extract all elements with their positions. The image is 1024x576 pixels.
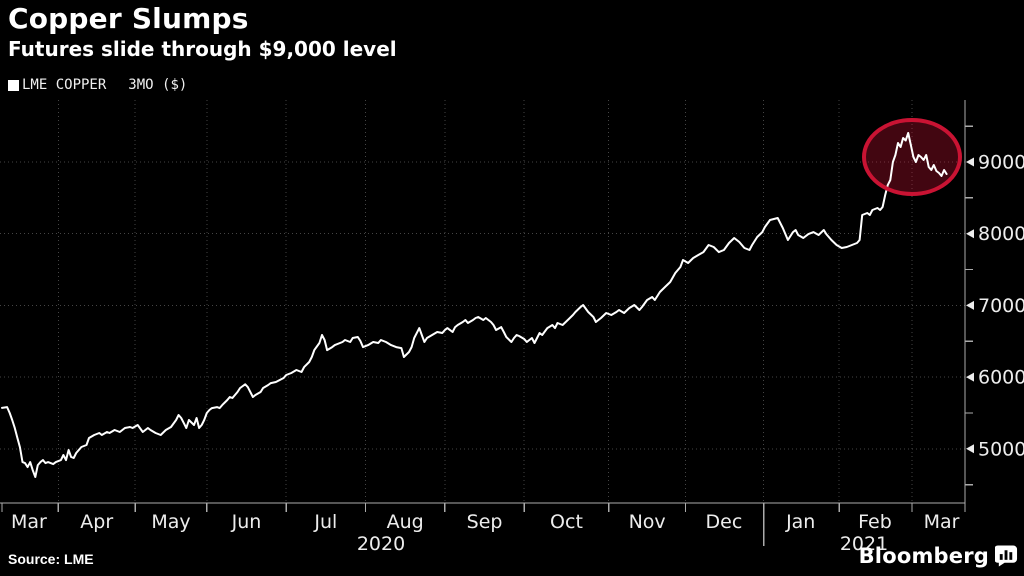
y-axis-tick-arrow (966, 300, 974, 310)
x-axis-year-label: 2021 (840, 533, 888, 555)
y-axis-tick-arrow (966, 229, 974, 239)
price-line (1, 132, 948, 478)
y-axis-tick-arrow (966, 372, 974, 382)
gridlines (0, 100, 965, 503)
y-axis-label: 5000 (978, 438, 1024, 460)
legend-swatch-icon (8, 79, 19, 91)
axis-labels: 9000 8000 7000 6000 5000 Mar Apr May Jun Jul Aug Se… (11, 152, 1024, 556)
x-axis-month-label: Aug (387, 511, 424, 533)
highlight-ellipse-fill (864, 120, 960, 194)
x-axis-year-label: 2020 (357, 533, 405, 555)
x-axis-month-label: Feb (858, 511, 892, 533)
page-subtitle: Futures slide through $9,000 level (8, 37, 397, 61)
legend-series-label: LME COPPER (22, 77, 107, 93)
bloomberg-terminal-icon (995, 545, 1018, 567)
x-axis-month-label: Mar (11, 511, 47, 533)
x-axis-month-label: Jul (313, 511, 337, 533)
bloomberg-wordmark: Bloomberg (858, 544, 989, 568)
axes (0, 100, 974, 546)
page-title: Copper Slumps (8, 2, 249, 35)
highlight-ellipse-ring (862, 118, 962, 196)
y-axis-label: 9000 (978, 152, 1024, 174)
y-axis-label: 6000 (978, 367, 1024, 389)
legend: LME COPPER 3MO ($) (8, 77, 187, 93)
bloomberg-logo: Bloomberg (859, 544, 1018, 568)
y-axis-tick-arrow (966, 444, 974, 454)
x-axis-month-label: May (151, 511, 190, 533)
x-axis-month-label: Apr (80, 511, 113, 533)
x-axis-month-label: Mar (924, 511, 960, 533)
y-axis-label: 8000 (978, 223, 1024, 245)
y-axis-tick-arrow (966, 157, 974, 167)
x-axis-month-label: Sep (467, 511, 503, 533)
legend-unit-label: 3MO ($) (128, 77, 188, 93)
y-axis-label: 7000 (978, 295, 1024, 317)
x-axis-month-label: Jun (231, 511, 262, 533)
x-axis-month-label: Dec (706, 511, 743, 533)
x-axis-month-label: Oct (550, 511, 583, 533)
x-axis-month-label: Nov (629, 511, 666, 533)
x-axis-month-label: Jan (785, 511, 815, 533)
source-note: Source: LME (8, 551, 94, 567)
